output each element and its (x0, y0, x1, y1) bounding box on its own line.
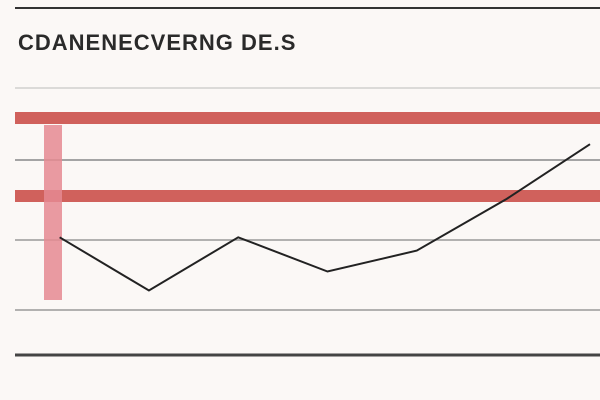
band (15, 112, 600, 124)
pillar (44, 125, 62, 300)
data-line (59, 143, 591, 292)
band (15, 190, 600, 202)
chart-title: CDANENECVERNG DE.S (18, 30, 296, 55)
